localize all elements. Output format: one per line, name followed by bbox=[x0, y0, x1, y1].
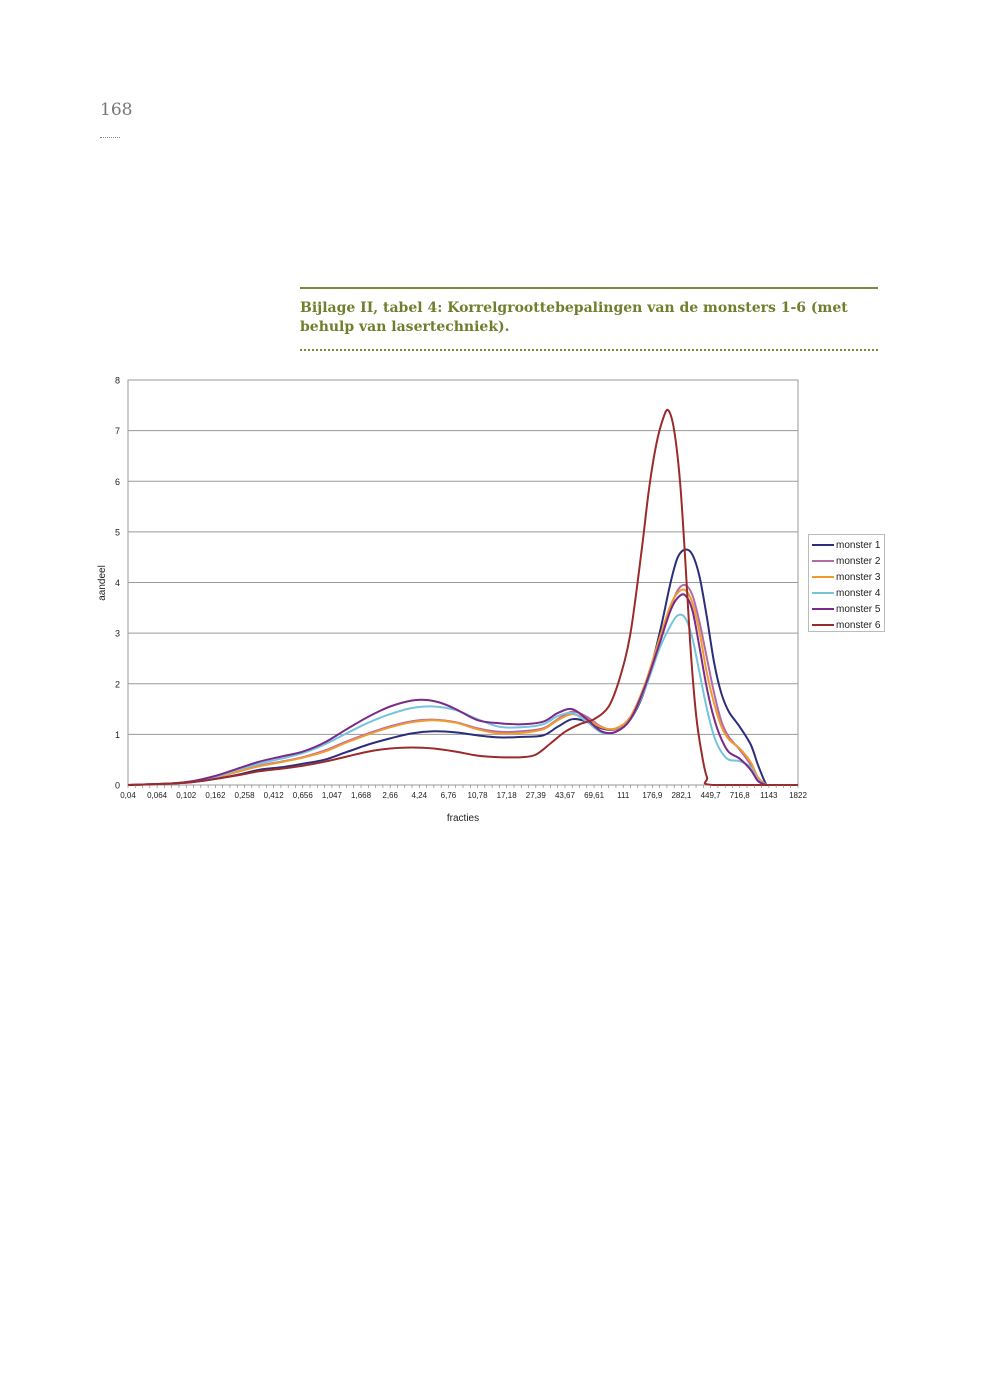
legend-label: monster 3 bbox=[836, 571, 881, 583]
chart-gridlines bbox=[128, 430, 798, 735]
series-line-monster-3 bbox=[127, 588, 798, 786]
x-tick-label: 17,18 bbox=[497, 791, 518, 800]
legend-label: monster 6 bbox=[836, 619, 881, 631]
chart-legend: monster 1 monster 2 monster 3 monster 4 mons… bbox=[808, 534, 885, 632]
legend-label: monster 4 bbox=[836, 587, 881, 599]
caption-bottom-rule bbox=[300, 349, 878, 351]
x-tick-label: 2,66 bbox=[382, 791, 398, 800]
x-tick-label: 0,102 bbox=[176, 791, 197, 800]
page-number: 168 bbox=[100, 100, 133, 120]
legend-swatch bbox=[812, 576, 834, 578]
x-tick-label: 716,8 bbox=[730, 791, 751, 800]
x-tick-label: 0,258 bbox=[235, 791, 256, 800]
y-tick-label: 7 bbox=[115, 426, 120, 436]
legend-swatch bbox=[812, 544, 834, 546]
y-tick-label: 0 bbox=[115, 781, 120, 791]
caption-top-rule bbox=[300, 287, 878, 289]
x-tick-label: 0,162 bbox=[205, 791, 226, 800]
legend-item-monster-4: monster 4 bbox=[812, 585, 884, 601]
x-tick-label: 0,412 bbox=[264, 791, 285, 800]
x-tick-label: 111 bbox=[617, 791, 630, 800]
y-tick-label: 2 bbox=[115, 679, 120, 689]
legend-label: monster 1 bbox=[836, 539, 881, 551]
x-tick-label: 282,1 bbox=[671, 791, 692, 800]
legend-item-monster-5: monster 5 bbox=[812, 601, 884, 617]
series-line-monster-4 bbox=[127, 613, 798, 786]
x-tick-label: 6,76 bbox=[441, 791, 457, 800]
x-tick-label: 1,047 bbox=[322, 791, 343, 800]
legend-swatch bbox=[812, 608, 834, 610]
legend-swatch bbox=[812, 560, 834, 562]
x-tick-label: 449,7 bbox=[701, 791, 722, 800]
x-tick-label: 1143 bbox=[760, 791, 778, 800]
x-tick-label: 0,064 bbox=[147, 791, 168, 800]
legend-item-monster-3: monster 3 bbox=[812, 569, 884, 585]
series-line-monster-5 bbox=[127, 593, 798, 786]
series-line-monster-2 bbox=[127, 583, 798, 786]
y-tick-label: 4 bbox=[115, 578, 120, 588]
x-tick-label: 27,39 bbox=[526, 791, 547, 800]
x-tick-label: 1822 bbox=[789, 791, 807, 800]
y-axis-label: aandeel bbox=[97, 565, 108, 601]
y-tick-label: 1 bbox=[115, 730, 120, 740]
page-number-rule bbox=[100, 137, 120, 138]
legend-swatch bbox=[812, 624, 834, 626]
figure-caption: Bijlage II, tabel 4: Korrelgroottebepali… bbox=[300, 300, 848, 335]
x-tick-label: 69,61 bbox=[584, 791, 605, 800]
y-tick-label: 8 bbox=[115, 376, 120, 386]
chart-tick-labels: 0 1 2 3 4 5 6 7 8 0,04 0,064 0,102 0,162 0,258 0,412 0,… bbox=[115, 376, 807, 801]
legend-item-monster-1: monster 1 bbox=[812, 537, 884, 553]
legend-item-monster-6: monster 6 bbox=[812, 617, 884, 633]
legend-swatch bbox=[812, 592, 834, 594]
x-tick-label: 10,78 bbox=[468, 791, 489, 800]
legend-label: monster 5 bbox=[836, 603, 881, 615]
x-tick-label: 0,656 bbox=[293, 791, 314, 800]
series-line-monster-1 bbox=[127, 548, 798, 786]
x-tick-label: 176,9 bbox=[642, 791, 663, 800]
x-axis-label: fracties bbox=[447, 813, 479, 824]
x-tick-label: 1,668 bbox=[351, 791, 372, 800]
x-tick-label: 4,24 bbox=[412, 791, 428, 800]
legend-item-monster-2: monster 2 bbox=[812, 553, 884, 569]
chart-series bbox=[127, 408, 798, 787]
x-tick-label: 0,04 bbox=[120, 791, 136, 800]
y-tick-label: 5 bbox=[115, 527, 120, 537]
legend-label: monster 2 bbox=[836, 555, 881, 567]
series-line-monster-6 bbox=[127, 408, 798, 787]
y-tick-label: 6 bbox=[115, 477, 120, 487]
y-tick-label: 3 bbox=[115, 629, 120, 639]
x-tick-label: 43,67 bbox=[555, 791, 576, 800]
